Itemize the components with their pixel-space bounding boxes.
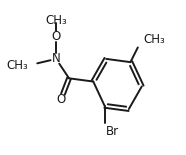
Text: CH₃: CH₃	[6, 59, 28, 72]
Text: N: N	[52, 52, 60, 65]
Text: O: O	[52, 30, 61, 43]
Text: CH₃: CH₃	[45, 14, 67, 27]
Text: CH₃: CH₃	[143, 33, 165, 46]
Text: O: O	[56, 93, 65, 106]
Text: Br: Br	[106, 125, 119, 138]
